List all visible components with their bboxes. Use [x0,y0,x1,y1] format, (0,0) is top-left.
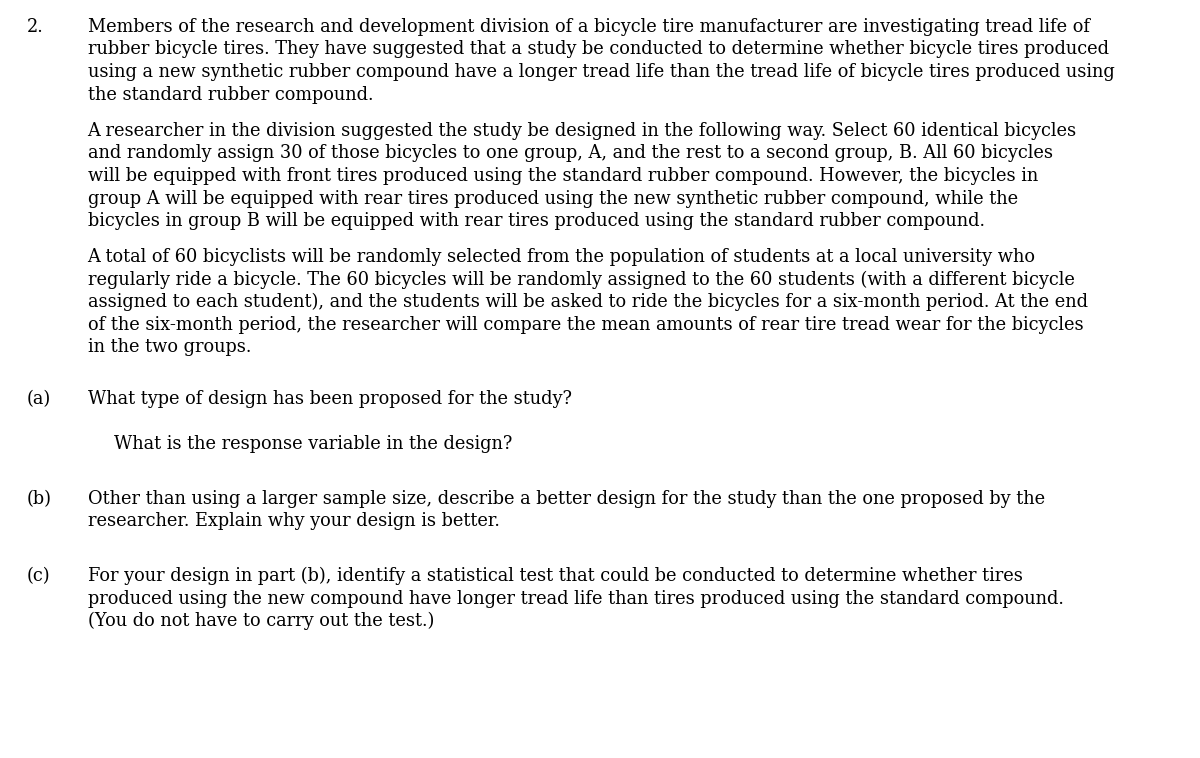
Text: group A will be equipped with rear tires produced using the new synthetic rubber: group A will be equipped with rear tires… [88,190,1018,208]
Text: (b): (b) [26,490,52,508]
Text: (c): (c) [26,567,50,585]
Text: produced using the new compound have longer tread life than tires produced using: produced using the new compound have lon… [88,590,1063,607]
Text: and randomly assign 30 of those bicycles to one group, A, and the rest to a seco: and randomly assign 30 of those bicycles… [88,145,1052,162]
Text: the standard rubber compound.: the standard rubber compound. [88,86,373,104]
Text: What type of design has been proposed for the study?: What type of design has been proposed fo… [88,390,571,408]
Text: of the six-month period, the researcher will compare the mean amounts of rear ti: of the six-month period, the researcher … [88,315,1084,334]
Text: rubber bicycle tires. They have suggested that a study be conducted to determine: rubber bicycle tires. They have suggeste… [88,40,1109,58]
Text: 2.: 2. [26,18,43,36]
Text: bicycles in group B will be equipped with rear tires produced using the standard: bicycles in group B will be equipped wit… [88,212,985,230]
Text: (You do not have to carry out the test.): (You do not have to carry out the test.) [88,612,434,630]
Text: A researcher in the division suggested the study be designed in the following wa: A researcher in the division suggested t… [88,122,1076,140]
Text: What is the response variable in the design?: What is the response variable in the des… [114,435,512,453]
Text: (a): (a) [26,390,50,408]
Text: Other than using a larger sample size, describe a better design for the study th: Other than using a larger sample size, d… [88,490,1045,508]
Text: A total of 60 bicyclists will be randomly selected from the population of studen: A total of 60 bicyclists will be randoml… [88,248,1036,266]
Text: Members of the research and development division of a bicycle tire manufacturer : Members of the research and development … [88,18,1090,36]
Text: using a new synthetic rubber compound have a longer tread life than the tread li: using a new synthetic rubber compound ha… [88,63,1115,81]
Text: will be equipped with front tires produced using the standard rubber compound. H: will be equipped with front tires produc… [88,167,1038,185]
Text: researcher. Explain why your design is better.: researcher. Explain why your design is b… [88,512,499,531]
Text: For your design in part (b), identify a statistical test that could be conducted: For your design in part (b), identify a … [88,567,1022,585]
Text: assigned to each student), and the students will be asked to ride the bicycles f: assigned to each student), and the stude… [88,293,1087,312]
Text: in the two groups.: in the two groups. [88,338,251,356]
Text: regularly ride a bicycle. The 60 bicycles will be randomly assigned to the 60 st: regularly ride a bicycle. The 60 bicycle… [88,271,1074,289]
